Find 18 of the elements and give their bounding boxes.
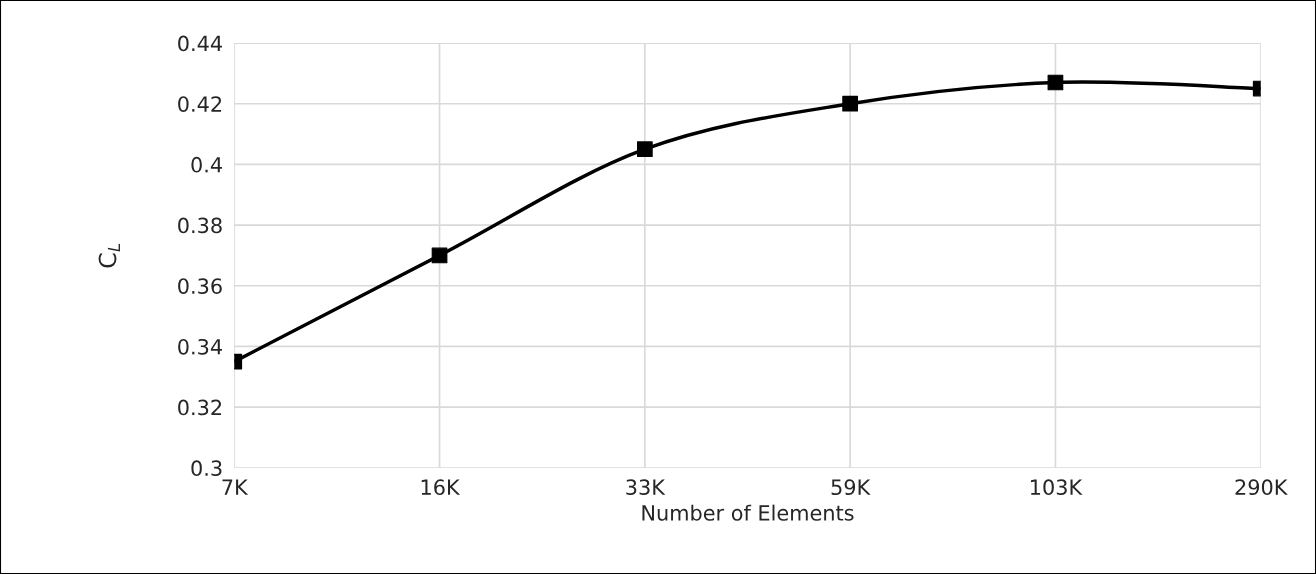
point: [842, 95, 859, 112]
y-tick-label: 0.44: [178, 35, 222, 52]
y-tick-label: 0.38: [178, 217, 222, 234]
x-tick-label: 103K: [1031, 479, 1083, 496]
y-tick-label: 0.42: [178, 96, 222, 112]
y-axis-title: C$_{L}$: [98, 243, 120, 268]
y-tick-label: 0.36: [178, 278, 222, 294]
x-tick-label: 7K: [222, 479, 249, 495]
x-tick-label: 59K: [831, 479, 871, 496]
point: [636, 141, 653, 158]
y-tick-label: 0.34: [178, 338, 222, 355]
x-tick-label: 290K: [1235, 479, 1288, 496]
x-tick-label: 33K: [626, 479, 666, 496]
y-tick-label: 0.3: [191, 460, 222, 477]
x-axis-title: Number of Elements: [642, 504, 854, 521]
y-tick-label: 0.4: [191, 156, 222, 173]
y-tick-label: 0.32: [178, 399, 222, 416]
x-tick-label: 16K: [421, 479, 461, 496]
